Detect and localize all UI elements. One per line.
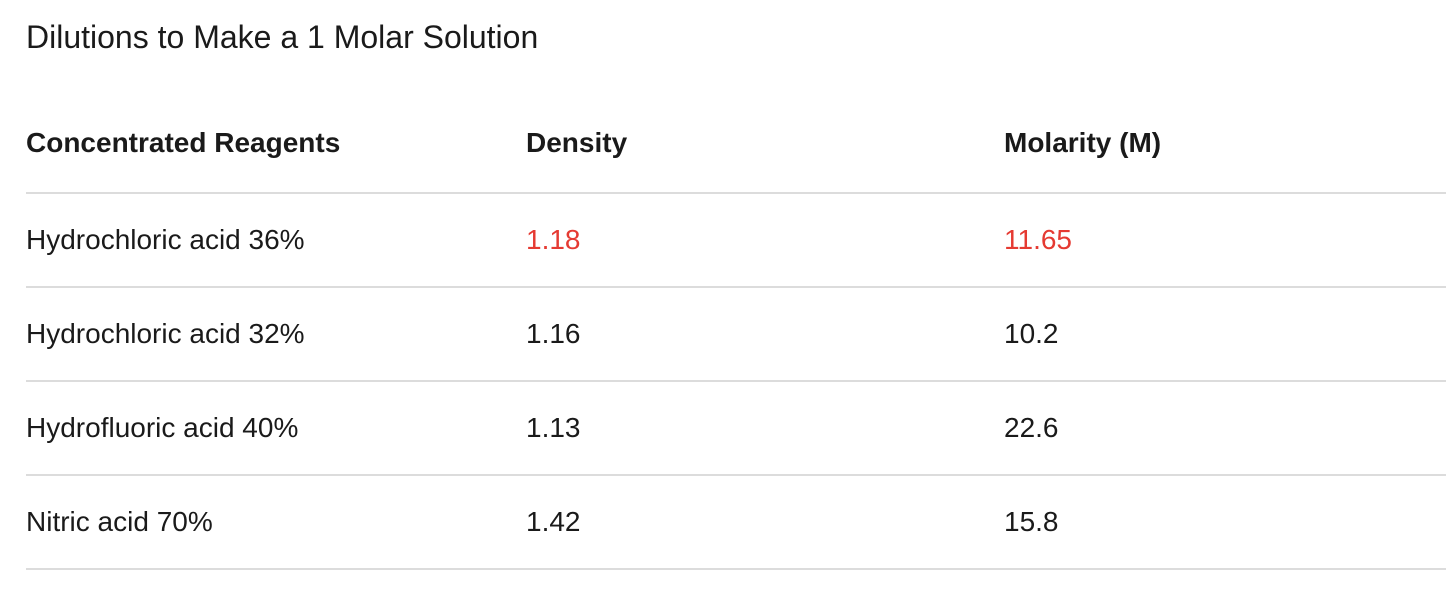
molarity-cell: 22.6 <box>1004 412 1059 443</box>
reagent-cell: Hydrofluoric acid 40% <box>26 412 299 443</box>
molarity-cell: 11.65 <box>1004 224 1072 255</box>
page-title: Dilutions to Make a 1 Molar Solution <box>26 19 539 55</box>
reagent-cell: Hydrochloric acid 36% <box>26 224 305 255</box>
molarity-cell: 15.8 <box>1004 506 1059 537</box>
density-cell: 1.16 <box>526 318 581 349</box>
reagent-cell: Nitric acid 70% <box>26 506 213 537</box>
table-row: Hydrochloric acid 32% 1.16 10.2 <box>26 288 1446 382</box>
dilution-table: Concentrated Reagents Density Molarity (… <box>26 94 1446 570</box>
table-row: Nitric acid 70% 1.42 15.8 <box>26 476 1446 570</box>
header-density: Density <box>526 127 628 158</box>
header-concentrated-reagents: Concentrated Reagents <box>26 127 341 158</box>
reagent-cell: Hydrochloric acid 32% <box>26 318 305 349</box>
molarity-cell: 10.2 <box>1004 318 1059 349</box>
table-row: Hydrofluoric acid 40% 1.13 22.6 <box>26 382 1446 476</box>
table-row: Hydrochloric acid 36% 1.18 11.65 <box>26 194 1446 288</box>
density-cell: 1.42 <box>526 506 581 537</box>
density-cell: 1.13 <box>526 412 581 443</box>
header-molarity: Molarity (M) <box>1004 127 1162 158</box>
table-header-row: Concentrated Reagents Density Molarity (… <box>26 94 1446 194</box>
density-cell: 1.18 <box>526 224 581 255</box>
